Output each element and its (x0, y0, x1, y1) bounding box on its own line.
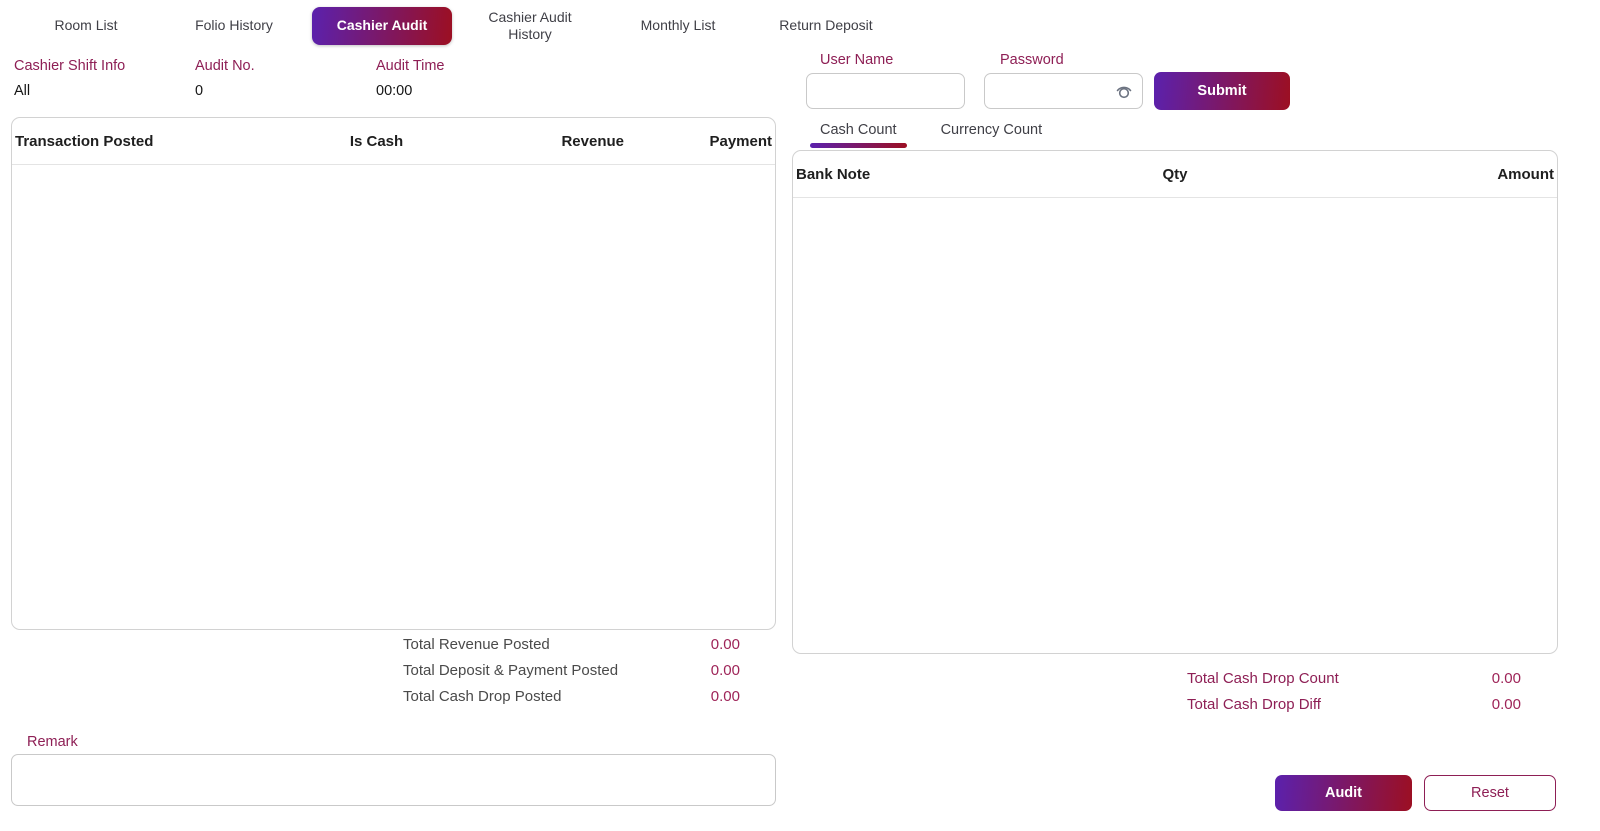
col-is-cash: Is Cash (349, 132, 404, 150)
remark-label: Remark (27, 734, 78, 750)
cashier-shift-info-value: All (14, 83, 31, 99)
tab-cashier-audit-history[interactable]: Cashier Audit History (488, 8, 572, 43)
tab-folio-history[interactable]: Folio History (195, 17, 273, 34)
audit-no-label: Audit No. (195, 58, 255, 74)
transactions-table: Transaction Posted Is Cash Revenue Payme… (11, 117, 776, 630)
transactions-table-header: Transaction Posted Is Cash Revenue Payme… (12, 118, 775, 165)
col-payment: Payment (709, 132, 772, 150)
cash-count-table: Bank Note Qty Amount (792, 150, 1558, 654)
cashier-shift-info-field: Cashier Shift Info All (14, 58, 125, 99)
audit-time-value: 00:00 (376, 83, 413, 99)
username-label: User Name (820, 52, 894, 68)
col-qty: Qty (1162, 165, 1188, 183)
top-tab-bar: Room List Folio History Cashier Audit Ca… (12, 4, 900, 48)
audit-time-field: Audit Time 00:00 (376, 58, 445, 99)
active-tab-underline (810, 143, 907, 148)
tab-monthly-list[interactable]: Monthly List (640, 17, 716, 34)
cashier-shift-info-label: Cashier Shift Info (14, 58, 126, 74)
tab-currency-count[interactable]: Currency Count (940, 122, 1043, 138)
username-input[interactable] (806, 73, 965, 109)
total-cash-drop-posted-row: Total Cash Drop Posted 0.00 (403, 687, 740, 705)
password-visibility-icon[interactable] (1113, 80, 1135, 102)
tab-return-deposit[interactable]: Return Deposit (779, 17, 873, 34)
audit-no-value: 0 (195, 83, 204, 99)
total-cash-drop-count-row: Total Cash Drop Count 0.00 (1187, 669, 1521, 687)
password-field (984, 73, 1143, 109)
total-cash-drop-diff-row: Total Cash Drop Diff 0.00 (1187, 695, 1521, 713)
audit-time-label: Audit Time (376, 58, 445, 74)
password-label: Password (1000, 52, 1064, 68)
cash-count-table-header: Bank Note Qty Amount (793, 151, 1557, 198)
submit-button[interactable]: Submit (1154, 72, 1290, 110)
total-deposit-payment-posted-row: Total Deposit & Payment Posted 0.00 (403, 661, 740, 679)
col-transaction-posted: Transaction Posted (15, 132, 154, 150)
cash-drop-totals: Total Cash Drop Count 0.00 Total Cash Dr… (1187, 665, 1521, 717)
col-revenue: Revenue (561, 132, 624, 150)
total-revenue-posted-row: Total Revenue Posted 0.00 (403, 635, 740, 653)
tab-cash-count[interactable]: Cash Count (810, 118, 907, 148)
audit-button[interactable]: Audit (1275, 775, 1412, 811)
tab-room-list[interactable]: Room List (54, 17, 118, 34)
tab-cashier-audit[interactable]: Cashier Audit (312, 7, 452, 45)
col-amount: Amount (1497, 165, 1554, 183)
reset-button[interactable]: Reset (1424, 775, 1556, 811)
password-input[interactable] (984, 73, 1143, 109)
count-tab-bar: Cash Count Currency Count (810, 118, 1052, 148)
remark-input[interactable] (11, 754, 776, 806)
audit-no-field: Audit No. 0 (195, 58, 255, 99)
col-bank-note: Bank Note (796, 165, 871, 183)
posted-totals: Total Revenue Posted 0.00 Total Deposit … (403, 631, 740, 709)
